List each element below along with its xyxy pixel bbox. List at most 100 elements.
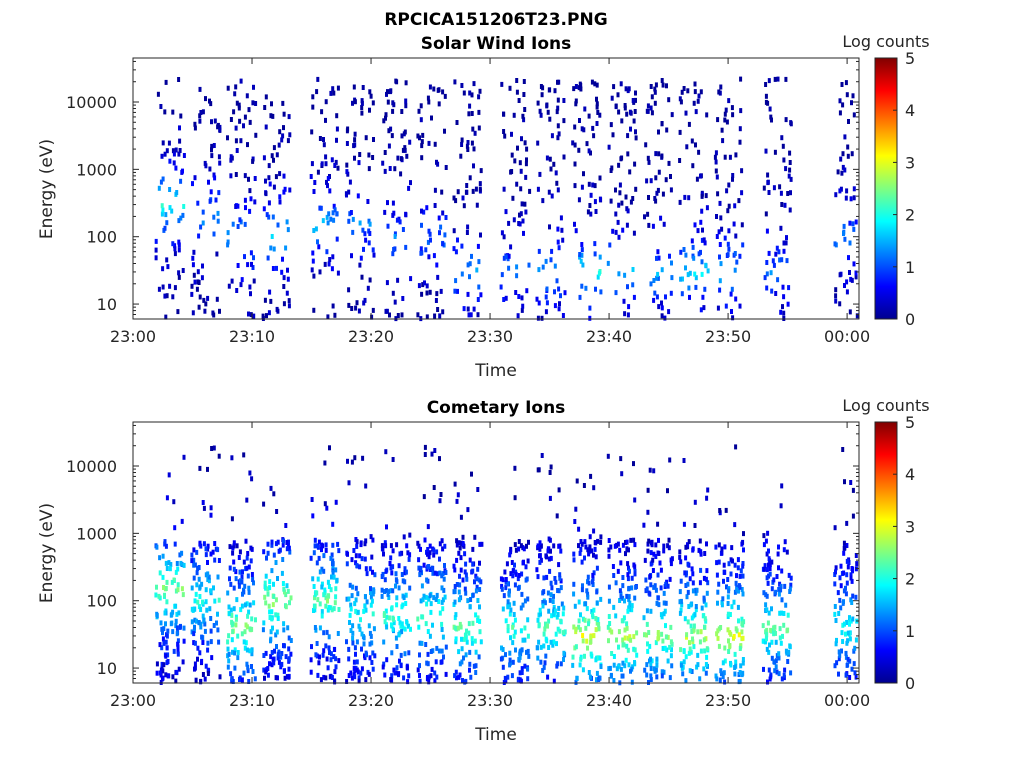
heatmap-cell [203,160,207,166]
heatmap-cell [646,648,650,654]
heatmap-cell [320,566,324,572]
heatmap-cell [522,79,526,84]
heatmap-cell [243,173,247,179]
heatmap-cell [767,556,771,562]
heatmap-cell [274,632,278,638]
heatmap-cell [656,275,660,281]
heatmap-cell [718,287,722,293]
heatmap-cell [165,495,169,501]
heatmap-cell [371,666,375,672]
heatmap-cell [357,678,361,684]
heatmap-cell [685,144,689,150]
heatmap-cell [226,230,230,236]
heatmap-cell [327,211,331,217]
heatmap-cell [441,546,445,552]
heatmap-cell [545,286,549,292]
heatmap-cell [520,647,524,653]
heatmap-cell [692,644,696,650]
heatmap-cell [201,599,204,605]
heatmap-cell [586,594,590,600]
heatmap-cell [385,280,389,286]
heatmap-cell [524,209,528,215]
heatmap-cell [358,626,362,632]
heatmap-cell [765,228,769,234]
heatmap-cell [774,630,777,636]
heatmap-cell [577,526,581,532]
heatmap-cell [389,555,393,561]
heatmap-cell [402,534,406,540]
heatmap-cell [522,546,526,552]
heatmap-cell [580,252,584,258]
y-axis-label: Energy (eV) [37,139,57,239]
heatmap-cell [416,616,420,622]
heatmap-cell [788,150,792,156]
heatmap-cell [733,671,737,677]
heatmap-cell [310,267,314,273]
heatmap-cell [212,143,216,148]
heatmap-cell [369,633,373,639]
heatmap-cell [539,644,543,650]
heatmap-cell [780,483,784,489]
heatmap-cell [317,660,321,666]
heatmap-cell [787,649,791,655]
heatmap-cell [383,540,387,546]
heatmap-cell [617,162,621,168]
heatmap-cell [848,636,852,642]
colorbar-tick-label: 4 [905,465,915,484]
heatmap-cell [426,239,430,245]
heatmap-cell [326,220,330,226]
heatmap-cell [541,600,545,605]
heatmap-cell [851,513,855,519]
heatmap-cell [309,669,313,675]
heatmap-cell [632,537,636,543]
heatmap-cell [421,597,425,603]
heatmap-cell [515,181,519,187]
heatmap-cell [594,209,598,214]
heatmap-cell [511,573,515,579]
heatmap-cell [196,656,199,662]
heatmap-cell [578,662,582,668]
heatmap-cell [617,202,621,208]
heatmap-cell [372,137,375,142]
heatmap-cell [541,668,545,673]
heatmap-cell [562,98,566,103]
heatmap-cell [284,523,288,528]
heatmap-cell [327,605,331,610]
heatmap-cell [309,657,313,663]
heatmap-cell [778,635,782,641]
heatmap-cell [282,275,286,281]
heatmap-cell [216,210,220,216]
heatmap-cell [231,649,234,655]
heatmap-cell [705,112,709,118]
heatmap-cell [287,656,291,662]
heatmap-cell [724,303,728,309]
heatmap-cell [336,631,340,636]
heatmap-cell [520,571,524,577]
heatmap-cell [352,665,356,671]
heatmap-cell [213,118,217,124]
heatmap-cell [316,597,320,603]
heatmap-cell [541,603,545,609]
heatmap-cell [345,596,349,602]
heatmap-cell [632,294,636,300]
heatmap-cell [649,608,653,614]
heatmap-cell [627,594,631,600]
heatmap-cell [513,495,517,501]
heatmap-cell [546,674,550,680]
heatmap-cell [656,249,660,255]
heatmap-cell [556,97,560,103]
heatmap-cell [400,629,404,635]
heatmap-cell [287,666,291,672]
heatmap-cell [518,677,522,683]
heatmap-cell [401,296,405,301]
heatmap-cell [325,249,329,255]
heatmap-cell [285,583,289,589]
heatmap-cell [452,563,456,569]
heatmap-cell [217,190,221,196]
heatmap-cell [426,629,430,634]
heatmap-cell [767,190,771,195]
heatmap-cell [503,133,507,139]
heatmap-cell [835,637,838,643]
heatmap-cell [209,505,213,511]
